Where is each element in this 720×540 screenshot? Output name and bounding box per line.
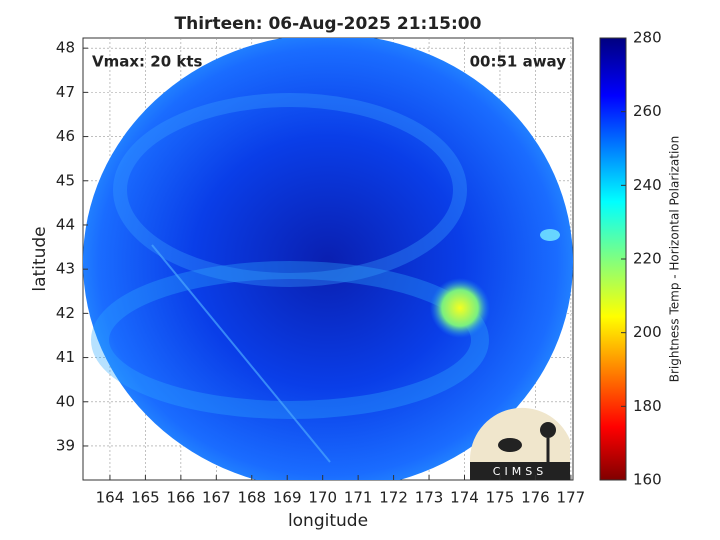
y-axis-label: latitude xyxy=(30,226,50,291)
colorbar-tick-label: 280 xyxy=(633,29,662,47)
x-tick-label: 168 xyxy=(237,489,266,507)
colorbar-tick-label: 220 xyxy=(633,250,662,268)
colorbar-tick-label: 240 xyxy=(633,176,662,194)
swath xyxy=(83,38,573,480)
scan-artifact xyxy=(151,244,331,463)
colorbar-tick-label: 160 xyxy=(633,471,662,489)
y-tick-label: 44 xyxy=(56,215,75,233)
x-axis-label: longitude xyxy=(288,511,368,531)
y-tick-label: 48 xyxy=(56,39,75,57)
y-tick-label: 47 xyxy=(56,83,75,101)
colorbar-label: Brightness Temp - Horizontal Polarizatio… xyxy=(668,136,682,383)
x-tick-label: 175 xyxy=(486,489,515,507)
y-tick-label: 46 xyxy=(56,127,75,145)
annotation: Vmax: 20 kts xyxy=(92,53,202,71)
band xyxy=(113,93,467,287)
logo-text: CIMSS xyxy=(493,465,547,478)
x-tick-label: 177 xyxy=(557,489,586,507)
x-tick-label: 166 xyxy=(167,489,196,507)
x-tick-label: 171 xyxy=(344,489,373,507)
x-tick-label: 164 xyxy=(96,489,125,507)
y-tick-label: 41 xyxy=(56,348,75,366)
image xyxy=(83,38,573,480)
y-tick-label: 45 xyxy=(56,171,75,189)
warm-spot xyxy=(540,229,560,241)
x-tick-label: 172 xyxy=(379,489,408,507)
annotation: 00:51 away xyxy=(470,53,567,71)
x-tick-label: 170 xyxy=(308,489,337,507)
x-tick-label: 167 xyxy=(202,489,231,507)
x-tick-label: 176 xyxy=(521,489,550,507)
x-tick-label: 173 xyxy=(415,489,444,507)
chart-title: Thirteen: 06-Aug-2025 21:15:00 xyxy=(175,14,482,34)
y-tick-label: 42 xyxy=(56,304,75,322)
band xyxy=(91,261,489,419)
x-tick-label: 169 xyxy=(273,489,302,507)
colorbar-tick-label: 260 xyxy=(633,102,662,120)
warm-spot xyxy=(430,278,490,338)
logo: CIMSS xyxy=(469,407,570,480)
colorbar-tick-label: 200 xyxy=(633,323,662,341)
y-tick-label: 39 xyxy=(56,436,75,454)
x-tick-label: 165 xyxy=(131,489,160,507)
y-tick-label: 43 xyxy=(56,260,75,278)
colorbar-tick-label: 180 xyxy=(633,397,662,415)
x-tick-label: 174 xyxy=(450,489,479,507)
y-tick-label: 40 xyxy=(56,392,75,410)
